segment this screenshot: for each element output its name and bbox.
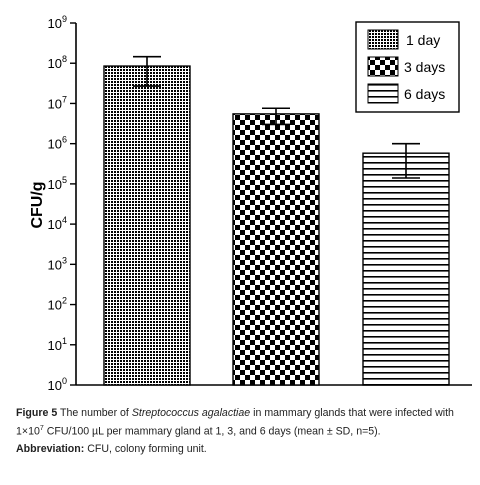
abbreviation-label: Abbreviation: [16,442,85,455]
abbreviation-line: Abbreviation: CFU, colony forming unit. [16,442,468,457]
legend-label-1-day: 1 day [406,32,440,48]
legend-swatch-1-day [367,29,399,50]
bar-3-days [232,113,320,386]
caption-text-part-2: in mammary glands that were infected wit… [16,407,454,438]
bar-chart: 100 101 102 103 104 105 106 107 108 109 CFU/g 1 d… [29,14,472,393]
error-bars-group [133,55,420,179]
caption-paragraph: Figure 5 The number of Streptococcus aga… [16,406,468,440]
y-tick-label: 109 [48,14,67,31]
bars-group [103,65,450,386]
legend: 1 day 3 days 6 days [355,21,460,113]
figure-label: Figure 5 [16,407,58,419]
y-tick-label: 101 [48,336,67,353]
legend-label-3-days: 3 days [404,59,445,75]
y-tick-label: 103 [48,255,67,272]
caption-dose-exponent: 7 [39,425,44,432]
y-tick-label: 108 [48,54,67,71]
y-tick-label: 104 [48,215,67,232]
y-tick-label: 105 [48,175,67,192]
legend-swatch-3-days [367,56,399,77]
abbreviation-text: CFU, colony forming unit. [84,442,207,455]
bar-6-days [362,152,450,386]
figure-caption: Figure 5 The number of Streptococcus aga… [16,406,468,457]
legend-label-6-days: 6 days [404,86,445,102]
caption-species: Streptococcus agalactiae [131,407,251,419]
y-tick-label: 106 [48,135,67,152]
y-axis-label: CFU/g [29,181,46,228]
caption-text-part-1: The number of [59,407,132,419]
y-axis-ticks: 100 101 102 103 104 105 106 107 108 109 [48,14,76,393]
y-tick-label: 100 [48,376,67,393]
legend-swatch-6-days [367,83,399,104]
y-tick-label: 107 [48,94,67,111]
y-tick-label: 102 [48,296,67,313]
caption-text-part-3: CFU/100 µL per mammary gland at 1, 3, an… [43,425,381,438]
bar-1-day [103,65,191,386]
